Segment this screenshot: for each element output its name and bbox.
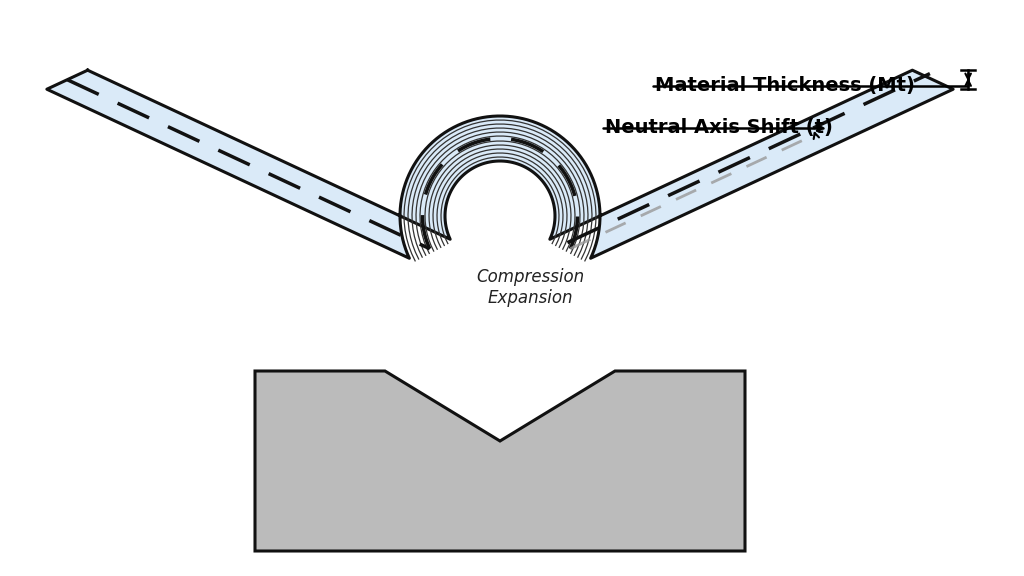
- Text: Material Thickness (Mt): Material Thickness (Mt): [655, 77, 914, 96]
- Text: Expansion: Expansion: [487, 289, 572, 307]
- Polygon shape: [255, 371, 745, 551]
- Text: Compression: Compression: [476, 267, 584, 286]
- Text: Neutral Axis Shift (t): Neutral Axis Shift (t): [605, 119, 833, 138]
- Polygon shape: [47, 70, 953, 258]
